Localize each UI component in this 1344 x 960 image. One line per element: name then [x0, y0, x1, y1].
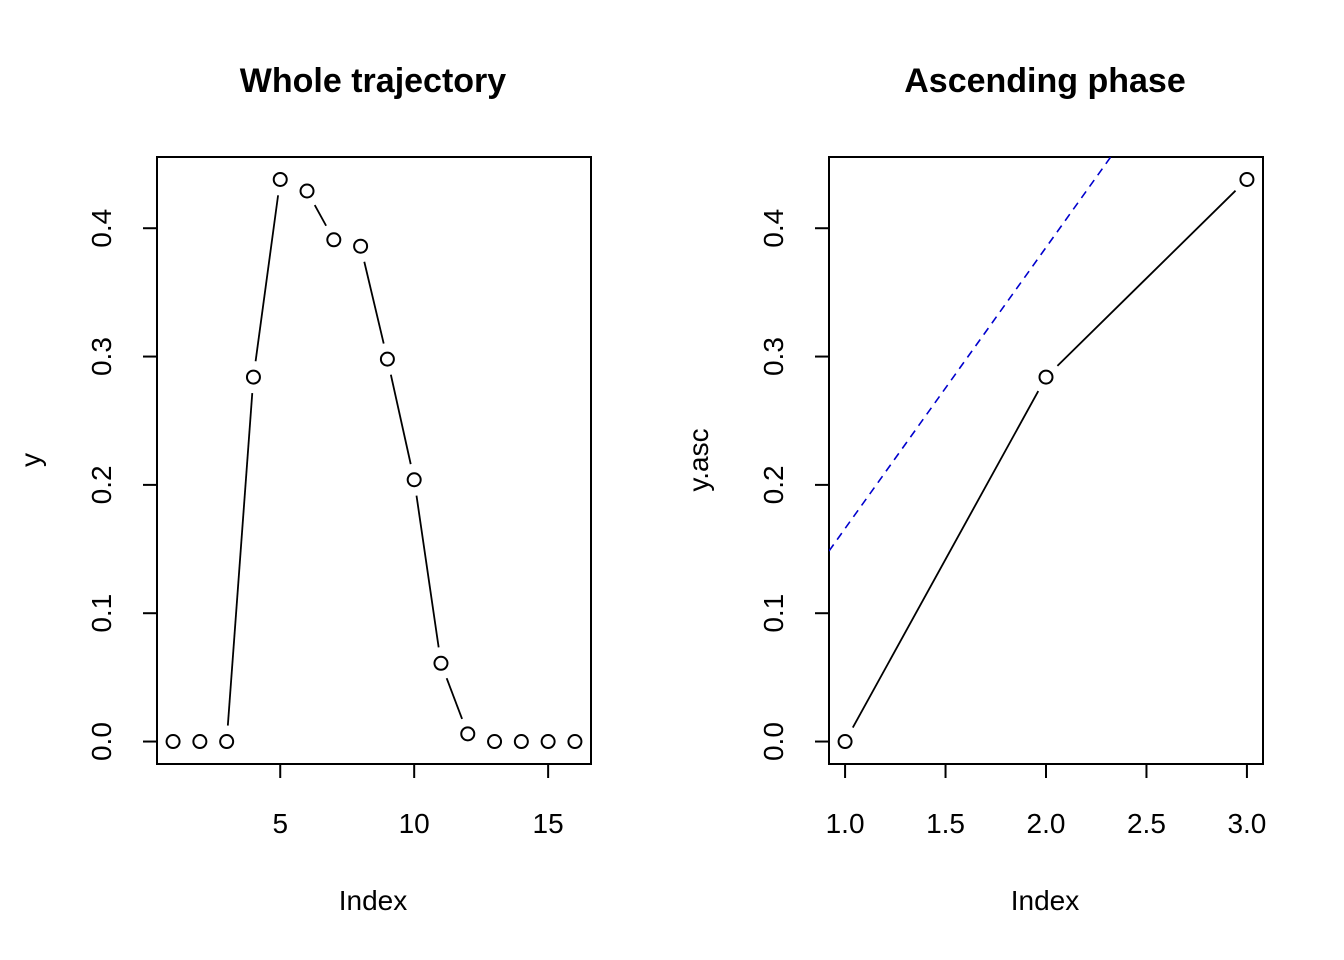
data-point [567, 734, 583, 750]
y-tick-label: 0.4 [86, 209, 117, 248]
data-point [837, 734, 853, 750]
series-segment [415, 495, 440, 648]
data-point [487, 734, 503, 750]
chart-title: Whole trajectory [240, 62, 506, 100]
y-tick-label: 0.3 [86, 337, 117, 376]
chart-title: Ascending phase [904, 62, 1186, 100]
y-tick-label: 0.3 [758, 337, 789, 376]
data-point [192, 734, 208, 750]
data-point [326, 232, 342, 248]
data-point [379, 351, 395, 367]
data-point [460, 726, 476, 742]
data-point [299, 183, 315, 199]
series-segment [226, 392, 254, 726]
series-segment [445, 677, 463, 720]
x-tick-label: 3.0 [1227, 808, 1266, 839]
series-segment [313, 204, 327, 227]
data-point [540, 734, 556, 750]
panel-whole-trajectory: Whole trajectory Index y 5 10 15 0.0 0.1 0.2 0… [15, 62, 592, 916]
data-point [165, 734, 181, 750]
y-axis-label: y [15, 453, 46, 467]
data-point [219, 734, 235, 750]
x-axis-label: Index [339, 885, 408, 916]
panel-ascending-phase: Ascending phase Index y.asc 1.0 1.5 2.0 2.5… [683, 62, 1266, 916]
data-point [406, 472, 422, 488]
y-tick-label: 0.0 [86, 722, 117, 761]
data-point [353, 238, 369, 254]
data-point [433, 655, 449, 671]
series-segment [1056, 190, 1237, 367]
y-tick-label: 0.1 [758, 594, 789, 633]
y-axis-label: y.asc [683, 428, 714, 491]
series-segment [363, 261, 385, 344]
x-tick-label: 1.5 [926, 808, 965, 839]
data-point [1239, 171, 1255, 187]
series-segment [389, 374, 412, 465]
data-point [245, 369, 261, 385]
x-tick-label: 2.0 [1027, 808, 1066, 839]
data-point [513, 734, 529, 750]
data-point [272, 171, 288, 187]
x-tick-label: 15 [533, 808, 564, 839]
series-segment [852, 390, 1040, 728]
y-tick-label: 0.2 [86, 465, 117, 504]
x-tick-label: 1.0 [826, 808, 865, 839]
y-tick-label: 0.2 [758, 465, 789, 504]
data-point [1038, 369, 1054, 385]
x-tick-label: 5 [272, 808, 288, 839]
x-tick-label: 2.5 [1127, 808, 1166, 839]
y-tick-label: 0.0 [758, 722, 789, 761]
x-axis-label: Index [1011, 885, 1080, 916]
series-segment [254, 195, 279, 362]
y-tick-label: 0.1 [86, 594, 117, 633]
y-tick-label: 0.4 [758, 209, 789, 248]
x-tick-label: 10 [399, 808, 430, 839]
